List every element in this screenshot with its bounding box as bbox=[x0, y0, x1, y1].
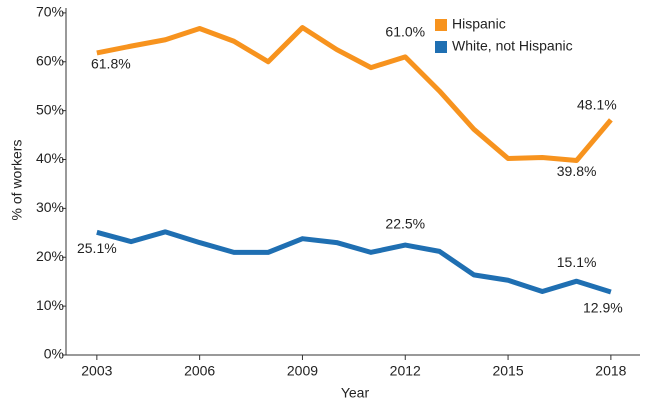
y-tick-label: 30% bbox=[36, 199, 64, 215]
y-axis-title: % of workers bbox=[9, 140, 25, 221]
y-tick-label: 70% bbox=[36, 4, 64, 20]
x-tick-label: 2015 bbox=[492, 363, 523, 379]
y-tick-label: 10% bbox=[36, 297, 64, 313]
x-tick-label: 2003 bbox=[81, 363, 112, 379]
x-tick-label: 2012 bbox=[390, 363, 421, 379]
y-tick-label: 50% bbox=[36, 101, 64, 117]
y-tick-label: 60% bbox=[36, 52, 64, 68]
x-tick-label: 2006 bbox=[184, 363, 215, 379]
legend-label: White, not Hispanic bbox=[452, 38, 573, 54]
data-label: 61.8% bbox=[91, 56, 131, 72]
data-label: 61.0% bbox=[385, 24, 425, 40]
y-tick-label: 20% bbox=[36, 248, 64, 264]
data-label: 12.9% bbox=[583, 300, 623, 316]
data-label: 48.1% bbox=[577, 97, 617, 113]
legend-swatch bbox=[435, 41, 447, 53]
y-tick-label: 40% bbox=[36, 150, 64, 166]
x-tick-label: 2018 bbox=[595, 363, 626, 379]
legend-label: Hispanic bbox=[452, 16, 506, 32]
legend-swatch bbox=[435, 19, 447, 31]
line bbox=[96, 25, 613, 163]
x-tick-label: 2009 bbox=[287, 363, 318, 379]
data-label: 15.1% bbox=[557, 254, 597, 270]
line bbox=[96, 229, 612, 295]
data-label: 25.1% bbox=[77, 240, 117, 256]
y-tick-label: 0% bbox=[44, 346, 64, 362]
data-label: 22.5% bbox=[385, 216, 425, 232]
x-axis-title: Year bbox=[341, 385, 370, 401]
data-label: 39.8% bbox=[557, 163, 597, 179]
